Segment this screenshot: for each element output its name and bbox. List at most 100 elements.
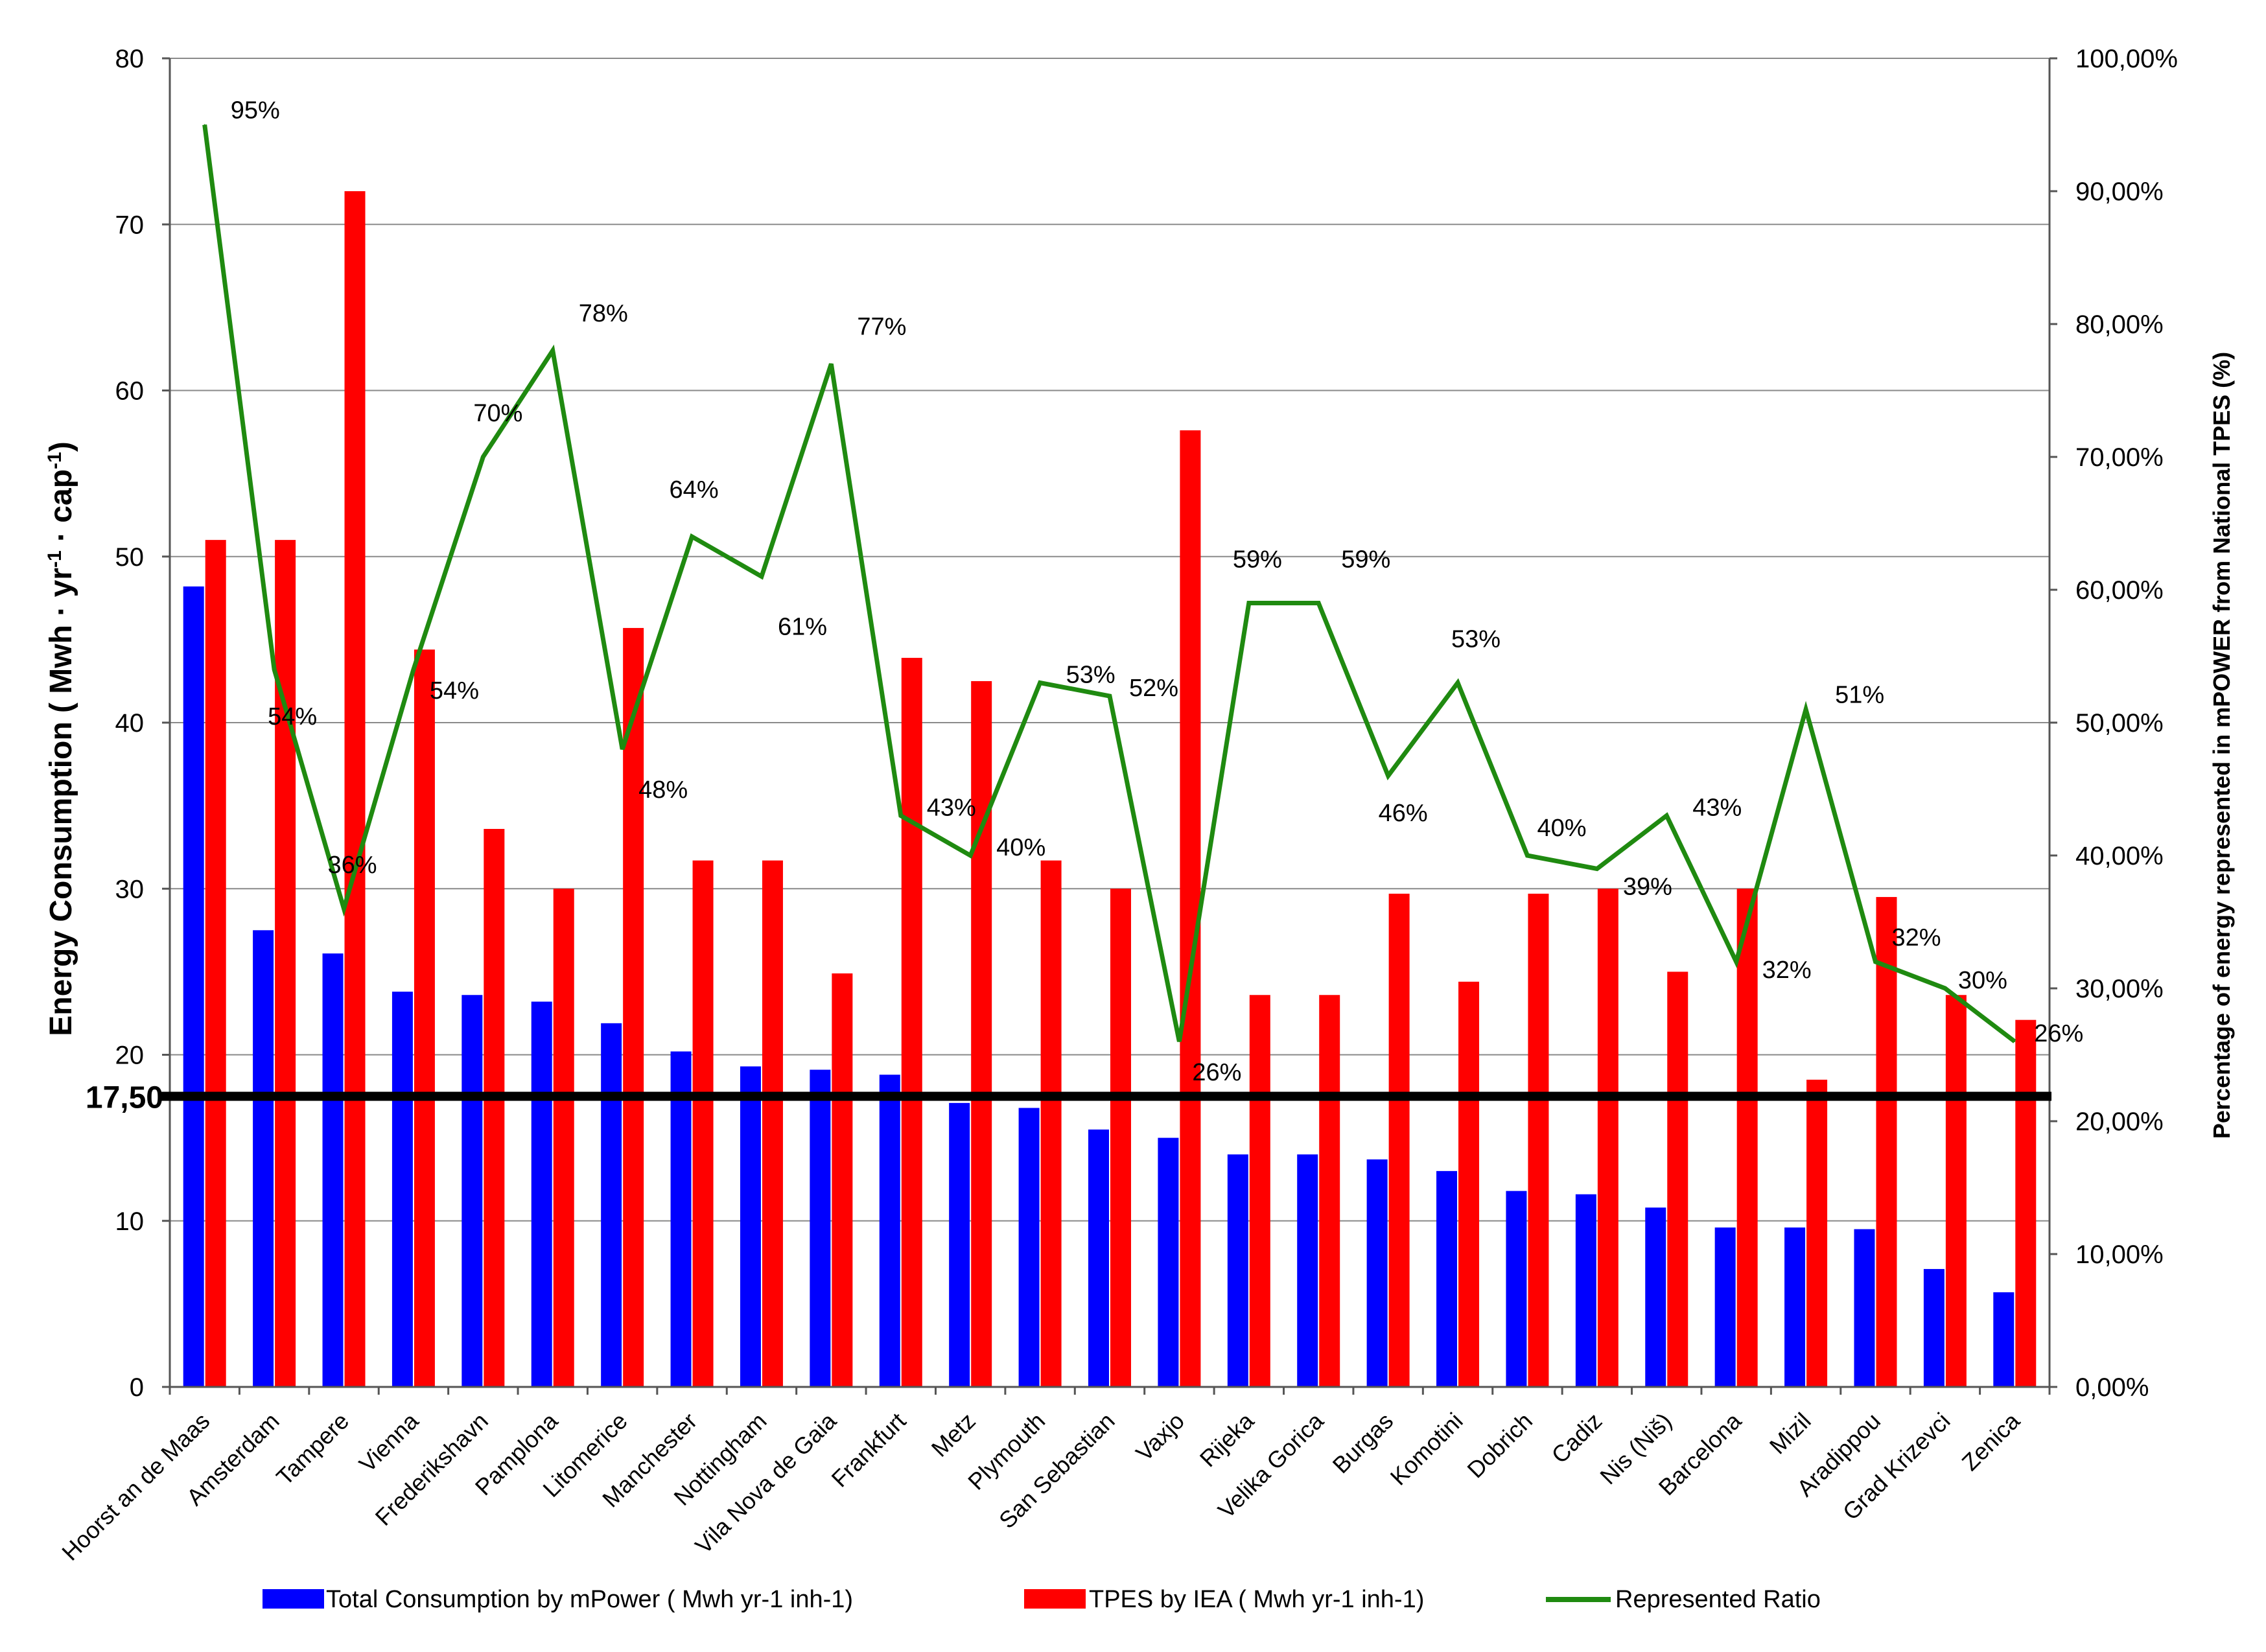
- ratio-data-label: 32%: [1891, 924, 1941, 951]
- ratio-data-label: 52%: [1129, 675, 1178, 702]
- ratio-data-label: 36%: [328, 852, 377, 879]
- ratio-point: [1805, 708, 1807, 710]
- ratio-data-label: 59%: [1341, 546, 1390, 574]
- y-right-tick-label: 30,00%: [2075, 975, 2164, 1003]
- legend: Total Consumption by mPower ( Mwh yr-1 i…: [263, 1586, 1821, 1613]
- gridlines: [170, 58, 2050, 1222]
- ratio-point: [1387, 775, 1389, 776]
- bar-mpower: [322, 953, 344, 1387]
- bar-iea: [1040, 860, 1062, 1387]
- bar-mpower: [1645, 1207, 1666, 1387]
- category-label: Vienna: [354, 1407, 424, 1477]
- legend-label-ratio: Represented Ratio: [1615, 1586, 1821, 1613]
- y-left-tick-label: 60: [115, 377, 145, 406]
- bar-mpower: [1854, 1229, 1875, 1387]
- bar-iea: [1110, 889, 1131, 1387]
- ratio-point: [1248, 602, 1250, 604]
- category-label: Tampere: [271, 1408, 354, 1491]
- bar-mpower: [1714, 1227, 1736, 1387]
- ratio-data-label: 39%: [1623, 874, 1672, 901]
- ratio-data-label: 54%: [268, 703, 317, 730]
- bar-iea: [205, 540, 226, 1387]
- threshold-label: 17,50: [86, 1081, 163, 1115]
- bar-iea: [1319, 995, 1340, 1387]
- bar-mpower: [601, 1023, 622, 1387]
- ratio-data-label: 53%: [1451, 626, 1501, 653]
- category-label: Burgas: [1327, 1408, 1399, 1479]
- category-label: Frankfurt: [826, 1408, 911, 1493]
- bar-mpower: [1088, 1129, 1109, 1387]
- bar-mpower: [879, 1075, 900, 1387]
- ratio-point: [1735, 961, 1737, 962]
- bar-mpower: [1018, 1108, 1040, 1387]
- bar-iea: [344, 191, 366, 1387]
- legend-swatch-iea: [1024, 1589, 1086, 1609]
- y-left-tick-label: 20: [115, 1041, 145, 1070]
- ratio-data-label: 48%: [638, 776, 688, 804]
- y-right-tick-label: 0,00%: [2075, 1373, 2149, 1402]
- category-label: Zenica: [1957, 1407, 2026, 1476]
- y-axis-right-title: Percentage of energy represented in mPOW…: [2208, 352, 2235, 1139]
- ratio-point: [691, 536, 693, 537]
- ratio-point: [482, 456, 484, 458]
- ratio-point: [622, 749, 624, 750]
- y-axis-left-title: Energy Consumption ( Mwh · yr-1 · cap-1): [44, 441, 79, 1036]
- y-right-tick-label: 80,00%: [2075, 310, 2164, 339]
- y-left-tick-label: 50: [115, 543, 145, 572]
- ratio-point: [343, 908, 345, 909]
- ratio-data-label: 51%: [1835, 682, 1884, 709]
- bar-mpower: [253, 930, 274, 1387]
- bar-iea: [832, 973, 853, 1387]
- ratio-data-label: 59%: [1233, 546, 1282, 574]
- ratio-data-label: 43%: [927, 795, 976, 822]
- ratio-data-label: 61%: [778, 614, 827, 641]
- bar-iea: [1458, 981, 1480, 1387]
- category-label: Komotini: [1385, 1408, 1468, 1491]
- ratio-point: [760, 576, 762, 577]
- category-label: Vaxjo: [1130, 1408, 1189, 1467]
- ratio-data-label: 43%: [1692, 795, 1742, 822]
- category-label: Metz: [926, 1408, 981, 1462]
- ratio-point: [830, 363, 832, 365]
- bar-marks: [183, 191, 2037, 1387]
- ratio-data-label: 32%: [1762, 957, 1812, 984]
- ratio-point: [1526, 855, 1528, 856]
- ratio-point: [1178, 1041, 1180, 1042]
- bar-mpower: [949, 1102, 970, 1387]
- bar-mpower: [670, 1051, 692, 1387]
- ratio-point: [552, 350, 554, 351]
- bar-mpower: [1227, 1154, 1248, 1387]
- ratio-point: [1318, 602, 1320, 604]
- ratio-data-label: 40%: [996, 834, 1045, 861]
- bar-iea: [1945, 995, 1967, 1387]
- ratio-point: [204, 124, 205, 126]
- ratio-data-label: 70%: [473, 400, 522, 427]
- bar-iea: [553, 889, 574, 1387]
- bar-iea: [1180, 430, 1201, 1387]
- category-label: Cadiz: [1546, 1408, 1607, 1469]
- ratio-data-label: 26%: [1192, 1059, 1241, 1086]
- bar-mpower: [1366, 1159, 1388, 1387]
- y-left-tick-label: 70: [115, 211, 145, 239]
- y-right-tick-label: 60,00%: [2075, 576, 2164, 605]
- category-label: Dobrich: [1462, 1408, 1537, 1483]
- y-right-tick-label: 50,00%: [2075, 709, 2164, 738]
- bar-mpower: [1575, 1194, 1596, 1387]
- ratio-point: [1457, 682, 1459, 684]
- ratio-data-label: 46%: [1379, 800, 1428, 827]
- ratio-data-label: 77%: [857, 314, 906, 341]
- ratio-point: [274, 669, 275, 670]
- bar-mpower: [1436, 1170, 1458, 1387]
- bar-iea: [692, 860, 714, 1387]
- category-label: Rijeka: [1195, 1407, 1259, 1472]
- y-right-tick-label: 70,00%: [2075, 443, 2164, 472]
- threshold-line-mark: [159, 1091, 2051, 1101]
- y-right-tick-label: 100,00%: [2075, 45, 2178, 73]
- bar-iea: [484, 829, 505, 1387]
- ratio-point: [1109, 695, 1110, 697]
- category-label: Mizil: [1764, 1408, 1816, 1460]
- ratio-data-label: 30%: [1958, 967, 2007, 994]
- bar-iea: [2015, 1019, 2037, 1387]
- bar-mpower: [1784, 1227, 1806, 1387]
- y-left-tick-label: 80: [115, 45, 145, 73]
